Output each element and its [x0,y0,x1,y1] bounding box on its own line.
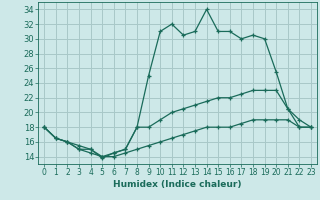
X-axis label: Humidex (Indice chaleur): Humidex (Indice chaleur) [113,180,242,189]
